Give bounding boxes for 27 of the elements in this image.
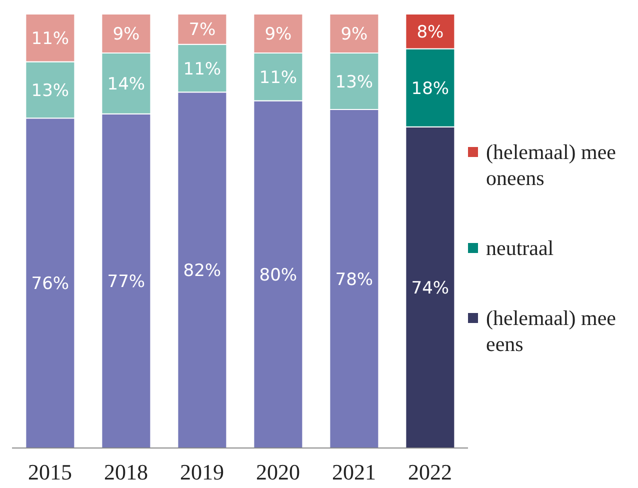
- data-label: 18%: [411, 78, 450, 99]
- data-label: 9%: [112, 24, 140, 45]
- x-tick-label: 2020: [256, 460, 300, 485]
- data-label: 8%: [416, 22, 444, 42]
- data-label: 14%: [107, 74, 146, 94]
- data-label: 77%: [107, 272, 146, 292]
- data-label: 80%: [259, 265, 298, 286]
- data-label: 11%: [259, 68, 298, 88]
- legend-label: (helemaal) mee eens: [486, 305, 617, 357]
- data-label: 11%: [31, 28, 70, 49]
- data-label: 7%: [188, 20, 216, 40]
- data-label: 76%: [31, 274, 70, 294]
- data-label: 78%: [335, 270, 374, 290]
- data-label: 13%: [335, 72, 374, 92]
- data-label: 9%: [340, 24, 368, 45]
- data-label: 11%: [183, 59, 222, 80]
- x-tick-label: 2018: [104, 460, 148, 485]
- data-label: 74%: [411, 278, 450, 298]
- x-tick-label: 2015: [28, 460, 72, 485]
- legend-label: (helemaal) mee oneens: [486, 139, 617, 191]
- x-tick-label: 2019: [180, 460, 224, 485]
- data-label: 13%: [31, 80, 70, 101]
- x-tick-label: 2021: [332, 460, 376, 485]
- x-tick-label: 2022: [408, 460, 452, 485]
- legend-label: neutraal: [486, 235, 554, 261]
- data-label: 9%: [264, 24, 292, 45]
- data-label: 82%: [183, 261, 222, 282]
